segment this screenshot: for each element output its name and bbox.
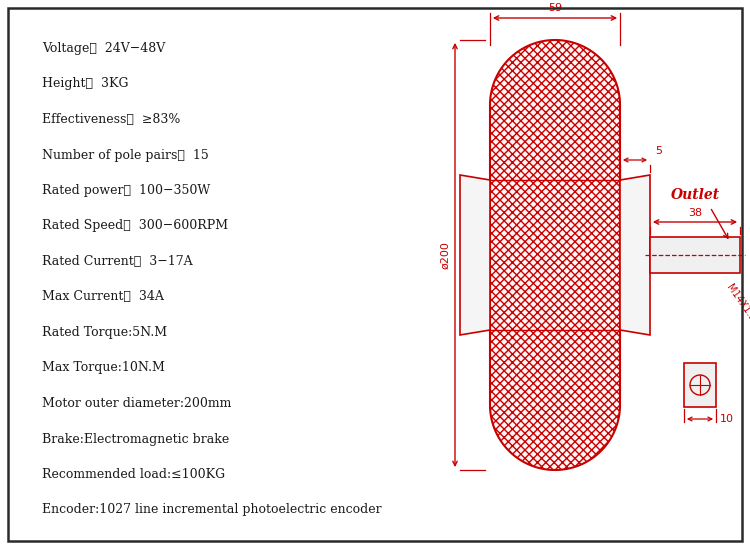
Text: Number of pole pairs：  15: Number of pole pairs： 15 [42, 148, 209, 161]
Polygon shape [620, 175, 650, 335]
Text: Max Torque:10N.M: Max Torque:10N.M [42, 361, 165, 374]
Text: 38: 38 [688, 208, 702, 218]
Text: Recommended load:≤100KG: Recommended load:≤100KG [42, 468, 225, 481]
Polygon shape [490, 40, 620, 470]
Text: Rated power：  100−350W: Rated power： 100−350W [42, 184, 210, 197]
Text: 59: 59 [548, 3, 562, 13]
Text: 5: 5 [655, 146, 662, 156]
Bar [684, 363, 716, 407]
Polygon shape [460, 175, 490, 335]
Polygon shape [650, 237, 740, 273]
Text: Rated Current：  3−17A: Rated Current： 3−17A [42, 255, 193, 268]
Text: Max Current：  34A: Max Current： 34A [42, 290, 164, 304]
Text: Rated Speed：  300−600RPM: Rated Speed： 300−600RPM [42, 220, 228, 232]
Text: Motor outer diameter:200mm: Motor outer diameter:200mm [42, 397, 231, 410]
Text: Outlet: Outlet [670, 188, 720, 202]
Text: Brake:Electromagnetic brake: Brake:Electromagnetic brake [42, 433, 230, 445]
Text: M14X1.5: M14X1.5 [724, 282, 750, 323]
Text: Encoder:1027 line incremental photoelectric encoder: Encoder:1027 line incremental photoelect… [42, 503, 382, 517]
Text: Voltage：  24V−48V: Voltage： 24V−48V [42, 42, 165, 55]
Text: Height：  3KG: Height： 3KG [42, 77, 128, 91]
Text: Effectiveness：  ≥83%: Effectiveness： ≥83% [42, 113, 180, 126]
Text: Rated Torque:5N.M: Rated Torque:5N.M [42, 326, 167, 339]
Text: 10: 10 [720, 414, 734, 424]
Text: ø200: ø200 [440, 241, 450, 269]
